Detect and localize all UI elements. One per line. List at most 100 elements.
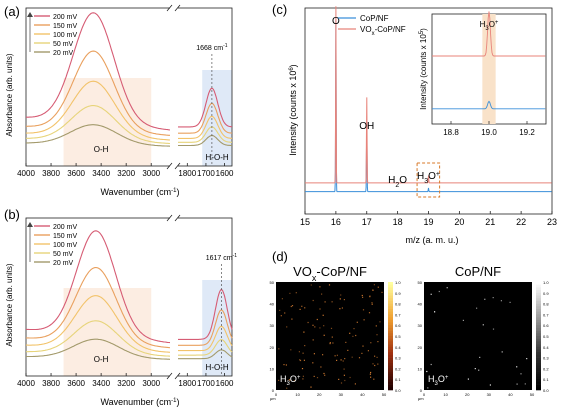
series-line-oh (26, 124, 171, 147)
axis-break-mark (174, 214, 181, 222)
map-pixel (321, 293, 323, 295)
colorbar-segment (536, 360, 541, 364)
map-pixel (314, 326, 316, 328)
map-y-tick-label: 40 (418, 302, 423, 307)
hoh-region-label: H-O-H (206, 153, 229, 162)
colorbar-segment (536, 311, 541, 315)
map-pixel (479, 356, 481, 358)
map-pixel (293, 380, 296, 382)
colorbar-tick-label: 0.6 (395, 323, 401, 328)
colorbar-segment (536, 376, 541, 380)
map-pixel (500, 300, 502, 302)
axis-break-mark (166, 4, 173, 12)
plot-c-xlabel: m/z (a. m. u.) (405, 235, 458, 245)
peak-label-o: O (332, 16, 340, 27)
axis-break-mark (166, 372, 173, 380)
colorbar-segment (388, 303, 393, 307)
map-pixel (302, 378, 304, 380)
map-ion-label: H3O+ (428, 374, 449, 387)
map-pixel (295, 292, 297, 294)
map-pixel (323, 325, 325, 327)
map-pixel (299, 359, 302, 362)
series-line-oh (26, 105, 171, 145)
peak-label-h2o: H2O (388, 175, 407, 189)
map-pixel (285, 364, 287, 366)
x-tick-label: 3800 (42, 379, 60, 388)
colorbar-tick-label: 0.1 (395, 377, 401, 382)
inset-series-line (432, 100, 546, 110)
series-line-oh (25, 50, 170, 136)
map-pixel (426, 370, 428, 373)
map-pixel (310, 386, 312, 388)
panel-c-letter: (c) (272, 2, 287, 17)
x-tick-label: 1800 (178, 379, 196, 388)
map-pixel (279, 309, 281, 311)
panel-c: (c) 15 16 17 18 19 20 21 22 23 O OH H2O H3O+ CoP/NF VO… (272, 2, 557, 245)
colorbar-tick-label: 0.2 (543, 366, 549, 371)
map-pixel (373, 378, 375, 380)
map-pixel (492, 328, 495, 330)
map-pixel (304, 307, 306, 309)
series-line-hoh (178, 289, 233, 340)
map-pixel (358, 357, 361, 359)
colorbar-segment (388, 368, 393, 372)
x-tick-label: 3400 (92, 169, 110, 178)
x-tick-label: 3200 (117, 169, 135, 178)
colorbar-segment (536, 344, 541, 348)
legend-label: 200 mV (53, 224, 77, 231)
colorbar-segment (536, 341, 541, 345)
x-tick-label: 3800 (42, 169, 60, 178)
series-line-hoh (178, 309, 233, 346)
map-pixel (322, 354, 324, 356)
colorbar-segment (388, 314, 393, 318)
map-pixel (434, 311, 436, 313)
map-pixel (353, 328, 355, 330)
series-line-hoh (178, 349, 233, 360)
map-y-tick-label: 20 (270, 345, 275, 350)
map-pixel (372, 289, 374, 291)
map-x-tick-label: 0 (423, 392, 426, 397)
colorbar-segment (388, 384, 393, 388)
series-line (305, 20, 552, 193)
map-pixel (352, 335, 354, 337)
map-pixel (484, 298, 486, 300)
axis-break-gap (170, 372, 178, 380)
colorbar-segment (388, 309, 393, 312)
map-pixel (371, 303, 373, 305)
map-pixel (361, 294, 363, 297)
series-line-hoh (178, 126, 233, 143)
colorbar-tick-label: 0.0 (395, 388, 401, 393)
colorbar-segment (388, 333, 393, 337)
map-pixel (342, 360, 344, 362)
colorbar-segment (536, 314, 541, 318)
colorbar-segment (536, 387, 541, 391)
x-tick-label: 20 (454, 217, 464, 227)
map-ion-label: H3O+ (280, 374, 301, 387)
map-pixel (319, 327, 321, 329)
map-y-tick-label: 20 (418, 345, 423, 350)
plot-b: 4000 3800 3600 3400 3200 3000 1800 1700 1600 1617… (17, 214, 237, 388)
colorbar-segment (388, 322, 393, 326)
colorbar-segment (388, 300, 393, 304)
map-pixel (338, 378, 340, 380)
map-image (276, 282, 384, 390)
map-pixel (289, 292, 291, 294)
map-pixel (312, 362, 314, 364)
colorbar-segment (536, 284, 541, 288)
map-y-tick-label: 50 (270, 280, 275, 285)
inset-x-tick-label: 18.8 (443, 128, 459, 137)
x-tick-label: 23 (547, 217, 557, 227)
map-pixel (446, 287, 448, 289)
legend-label: 100 mV (53, 242, 77, 249)
map-pixel (299, 359, 301, 361)
x-tick-label: 1700 (197, 379, 215, 388)
map-pixel (370, 376, 372, 378)
map-pixel (290, 305, 292, 308)
map-pixel (361, 352, 363, 354)
colorbar-segment (536, 303, 541, 307)
colorbar-tick-label: 0.9 (395, 291, 401, 296)
map-pixel (362, 345, 364, 347)
colorbar-tick-label: 0.4 (395, 345, 401, 350)
map-pixel (328, 284, 331, 286)
